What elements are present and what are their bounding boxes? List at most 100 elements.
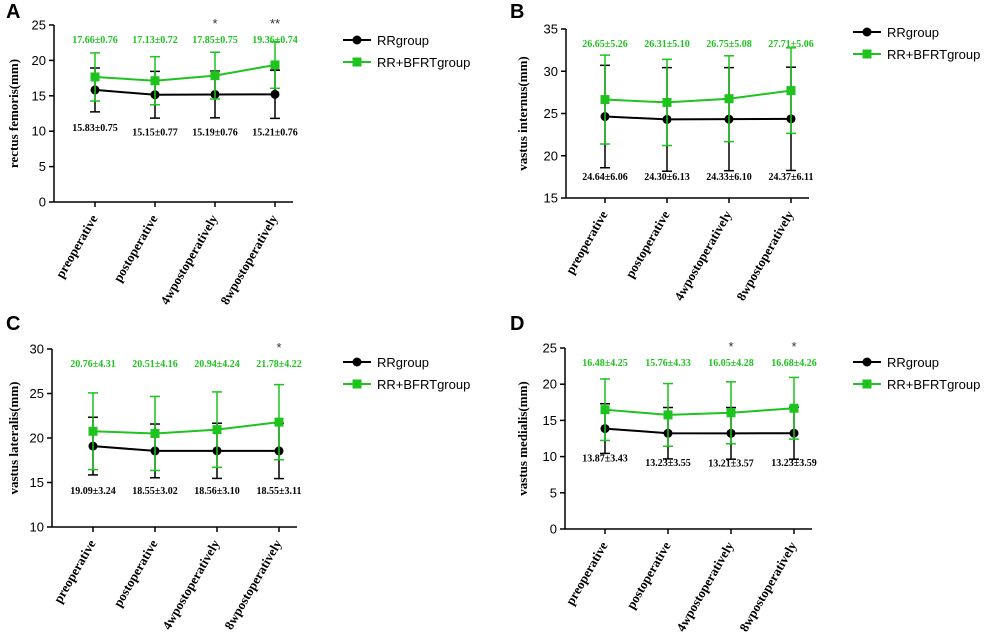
significance-marker: ** (270, 16, 280, 31)
y-tick-label: 0 (550, 522, 557, 537)
data-point (210, 71, 220, 81)
data-label: 13.23±3.55 (645, 458, 691, 469)
y-tick-label: 15 (544, 191, 558, 206)
data-point (662, 97, 672, 107)
data-label: 17.13±0.72 (132, 35, 178, 46)
legend-marker (352, 379, 362, 389)
data-label: 21.78±4.22 (256, 359, 302, 370)
data-label: 19.09±3.24 (70, 486, 116, 497)
significance-marker: * (728, 339, 733, 354)
data-point (150, 76, 160, 86)
legend-marker (352, 35, 362, 45)
legend-label: RRgroup (377, 355, 429, 370)
data-point (270, 60, 280, 70)
y-tick-label: 10 (543, 449, 557, 464)
x-tick-label: postoperative (623, 539, 674, 612)
legend-marker (862, 379, 872, 389)
y-tick-label: 10 (32, 124, 46, 139)
legend-label: RR+BFRTgroup (887, 47, 980, 62)
y-tick-label: 15 (543, 413, 557, 428)
legend-label: RR+BFRTgroup (377, 377, 470, 392)
data-label: 13.21±3.57 (708, 458, 754, 469)
series-rr-bfrt: 26.65±5.26 26.31±5.10 26.75±5.08 27.71±5.06 (582, 39, 814, 147)
y-tick-label: 30 (544, 64, 558, 79)
series-line (604, 427, 795, 435)
data-label: 27.71±5.06 (768, 39, 814, 50)
y-tick-label: 25 (544, 106, 558, 121)
data-label: 15.21±0.76 (252, 127, 298, 138)
panel-d: D 0 5 10 15 20 25 vastus medialis(mm) preoperati… (510, 313, 980, 632)
x-tick-label: preoperative (52, 212, 100, 281)
data-point (663, 410, 673, 420)
x-tick-label: 8wpostoperatively (733, 208, 797, 303)
legend-marker (352, 57, 362, 67)
data-point (786, 86, 796, 96)
y-tick-label: 25 (32, 18, 46, 33)
y-tick-label: 25 (30, 386, 44, 401)
y-tick-label: 20 (544, 148, 558, 163)
panel-b: B 15 20 25 30 35 vastus internus(mm) preoperati… (510, 1, 980, 303)
data-point (274, 417, 284, 427)
data-label: 18.55±3.02 (132, 486, 178, 497)
y-axis-title: rectus femoris(mm) (6, 59, 21, 168)
series-rr-bfrt: 16.48±4.25 15.76±4.33 16.05±4.28 16.68±4.26 (582, 358, 817, 447)
y-tick-label: 15 (32, 88, 46, 103)
x-tick-label: 4wpostoperatively (673, 539, 737, 632)
significance-marker: * (212, 16, 217, 31)
data-label: 16.05±4.28 (708, 358, 754, 369)
panel-c: C 10 15 20 25 30 vastus lateralis(mm) preoperat… (6, 313, 470, 632)
data-label: 24.30±6.13 (644, 172, 690, 183)
data-label: 18.55±3.11 (257, 486, 302, 497)
y-tick-label: 5 (39, 159, 46, 174)
y-axis-title: vastus internus(mm) (515, 56, 530, 170)
significance-marker: * (791, 339, 796, 354)
x-tick-label: 4wpostoperatively (157, 212, 221, 307)
legend-marker (862, 49, 872, 59)
data-point (789, 403, 799, 413)
data-label: 15.15±0.77 (132, 128, 178, 139)
y-tick-label: 20 (543, 377, 557, 392)
x-tick-label: 4wpostoperatively (159, 537, 223, 632)
y-tick-label: 0 (39, 195, 46, 210)
legend: RRgroup RR+BFRTgroup (853, 355, 980, 392)
data-point (90, 72, 100, 82)
y-axis-title: vastus lateralis(mm) (6, 381, 21, 494)
x-tick-label: 8wpostoperatively (217, 212, 281, 307)
data-point (150, 428, 160, 438)
legend-marker (352, 357, 362, 367)
data-label: 15.83±0.75 (72, 123, 118, 134)
legend: RRgroup RR+BFRTgroup (853, 25, 980, 62)
data-point (726, 408, 736, 418)
data-label: 18.56±3.10 (194, 486, 240, 497)
data-point (600, 405, 610, 415)
data-label: 13.23±3.59 (771, 458, 817, 469)
x-tick-label: 4wpostoperatively (671, 208, 735, 303)
x-tick-label: 8wpostoperatively (221, 537, 285, 632)
data-point (270, 89, 280, 99)
legend-label: RRgroup (377, 33, 429, 48)
y-tick-label: 10 (30, 520, 44, 535)
data-label: 15.19±0.76 (192, 127, 238, 138)
x-tick-label: preoperative (562, 208, 610, 277)
data-label: 13.87±3.43 (582, 454, 628, 465)
series-line (92, 421, 280, 435)
y-axis-title: vastus medialis(mm) (515, 381, 530, 495)
data-label: 24.37±6.11 (769, 172, 814, 183)
data-label: 16.68±4.26 (771, 358, 817, 369)
y-tick-label: 20 (32, 53, 46, 68)
legend: RRgroup RR+BFRTgroup (343, 355, 470, 392)
legend-marker (862, 27, 872, 37)
data-label: 20.94±4.24 (194, 359, 240, 370)
data-point (600, 95, 610, 105)
panel-letter: C (6, 313, 20, 335)
data-point (88, 426, 98, 436)
series-rr: 19.09±3.24 18.55±3.02 18.56±3.10 18.55±3.11 (70, 416, 302, 497)
series-line (94, 88, 276, 96)
x-tick-label: postoperative (110, 537, 161, 610)
data-label: 19.36±0.74 (252, 35, 298, 46)
data-label: 20.51±4.16 (132, 359, 178, 370)
data-label: 17.66±0.76 (72, 35, 118, 46)
y-tick-label: 35 (544, 22, 558, 37)
data-label: 16.48±4.25 (582, 358, 628, 369)
